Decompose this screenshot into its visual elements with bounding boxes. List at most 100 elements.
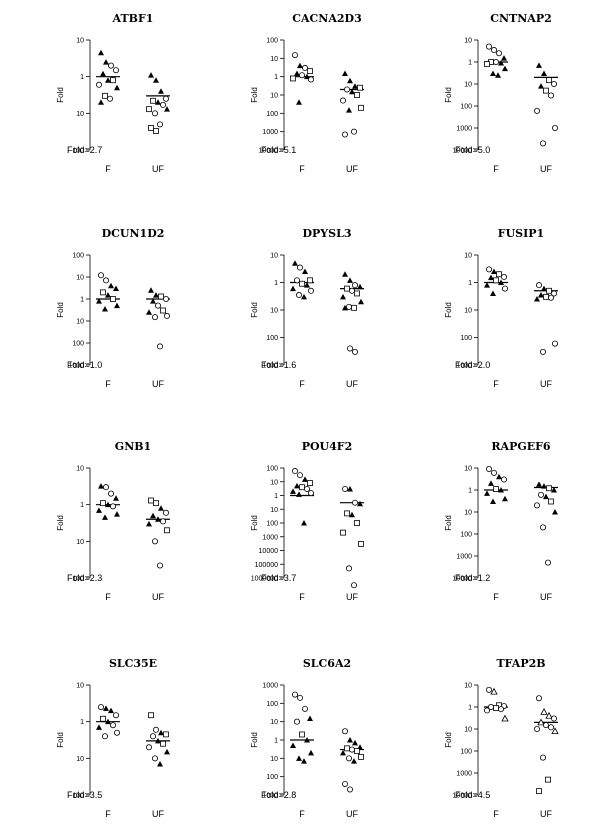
data-point-triangle xyxy=(153,292,159,298)
data-point-circle xyxy=(492,59,499,66)
y-tick-label: 1 xyxy=(274,280,278,287)
x-category-label: F xyxy=(105,379,111,389)
data-point-square xyxy=(110,77,116,84)
data-point-triangle xyxy=(103,705,109,711)
data-point-triangle xyxy=(534,296,540,302)
y-tick-label: 1000 xyxy=(456,771,472,778)
data-point-triangle xyxy=(347,77,353,84)
data-point-triangle xyxy=(301,520,307,526)
data-point-triangle xyxy=(541,285,547,292)
data-point-triangle xyxy=(307,715,313,721)
data-point-circle xyxy=(545,559,552,566)
data-point-triangle xyxy=(495,72,501,78)
x-category-label: UF xyxy=(152,592,164,602)
data-point-square xyxy=(493,705,499,711)
data-point-circle xyxy=(536,695,543,702)
x-category-label: UF xyxy=(152,164,164,174)
data-point-triangle xyxy=(296,99,302,105)
y-tick-label: 100 xyxy=(460,104,472,111)
y-tick-label: 1 xyxy=(80,74,84,81)
data-point-circle xyxy=(548,724,555,731)
x-category-label: UF xyxy=(152,379,164,389)
data-point-triangle xyxy=(301,758,307,764)
data-point-circle xyxy=(551,290,558,297)
data-point-circle xyxy=(296,472,303,479)
data-point-circle xyxy=(551,81,558,88)
data-point-circle xyxy=(348,287,355,294)
data-point-circle xyxy=(307,490,314,497)
data-point-circle xyxy=(98,704,105,711)
fold-label: Fold=2.7 xyxy=(67,145,102,155)
data-point-triangle xyxy=(297,62,303,69)
y-tick-label: 10000 xyxy=(453,148,473,155)
data-point-triangle xyxy=(296,755,302,761)
y-tick-label: 10 xyxy=(76,319,84,326)
data-point-circle xyxy=(149,733,156,740)
data-point-square xyxy=(351,304,357,311)
data-point-circle xyxy=(490,469,497,476)
data-point-triangle xyxy=(488,480,494,486)
data-point-circle xyxy=(108,490,115,497)
data-point-triangle xyxy=(150,512,156,519)
y-tick-label: 10000 xyxy=(259,148,279,155)
y-tick-label: 10 xyxy=(76,539,84,546)
data-point-circle xyxy=(296,694,303,701)
x-category-label: UF xyxy=(346,164,358,174)
data-point-triangle xyxy=(158,505,164,511)
data-point-circle xyxy=(156,343,163,350)
data-point-circle xyxy=(543,722,550,729)
y-tick-label: 100 xyxy=(460,532,472,539)
y-tick-label: 10000 xyxy=(453,793,473,800)
data-point-square xyxy=(344,745,350,752)
data-point-square xyxy=(100,500,106,507)
data-point-triangle xyxy=(290,742,296,749)
data-point-triangle xyxy=(98,483,104,489)
data-point-triangle xyxy=(498,279,504,285)
data-point-triangle xyxy=(352,739,358,746)
fold-label: Fold=5.1 xyxy=(261,145,296,155)
y-tick-label: 1000 xyxy=(262,363,278,370)
data-point-square xyxy=(344,510,350,517)
y-tick-label: 1000 xyxy=(262,683,278,690)
data-point-triangle xyxy=(352,83,358,89)
data-point-circle xyxy=(339,97,346,104)
data-point-triangle xyxy=(290,285,296,292)
y-tick-label: 1000 xyxy=(262,793,278,800)
data-point-triangle xyxy=(100,70,106,77)
y-tick-label: 100 xyxy=(460,335,472,342)
data-point-circle xyxy=(303,485,310,492)
data-point-circle xyxy=(296,264,303,271)
panel-title: SLC35E xyxy=(109,657,157,670)
data-point-triangle xyxy=(113,285,119,292)
data-point-square xyxy=(153,128,159,134)
data-point-circle xyxy=(145,744,152,751)
data-point-circle xyxy=(113,67,120,74)
data-point-triangle xyxy=(294,70,300,76)
x-category-label: UF xyxy=(346,379,358,389)
y-tick-label: 10 xyxy=(464,38,472,45)
panel-title: RAPGEF6 xyxy=(491,440,551,453)
y-axis-label: Fold xyxy=(444,87,453,103)
y-tick-label: 1000 xyxy=(456,363,472,370)
fold-label: Fold=2.0 xyxy=(455,360,490,370)
data-point-circle xyxy=(341,780,348,787)
data-point-triangle xyxy=(96,724,102,730)
y-tick-label: 10000 xyxy=(453,576,473,583)
data-point-triangle xyxy=(146,309,152,315)
data-point-circle xyxy=(500,273,507,280)
data-point-circle xyxy=(301,705,308,712)
data-point-triangle xyxy=(155,99,161,105)
data-point-triangle xyxy=(102,514,108,520)
y-tick-label: 10 xyxy=(270,308,278,315)
data-point-triangle xyxy=(105,501,111,508)
y-tick-label: 10 xyxy=(270,719,278,726)
y-tick-label: 1 xyxy=(80,719,84,726)
data-point-circle xyxy=(151,110,158,117)
data-point-circle xyxy=(345,303,352,310)
panel-title: DCUN1D2 xyxy=(102,227,165,240)
x-category-label: F xyxy=(105,592,111,602)
data-point-circle xyxy=(159,101,166,108)
data-point-triangle xyxy=(347,277,353,283)
panel-title: ATBF1 xyxy=(112,12,154,25)
